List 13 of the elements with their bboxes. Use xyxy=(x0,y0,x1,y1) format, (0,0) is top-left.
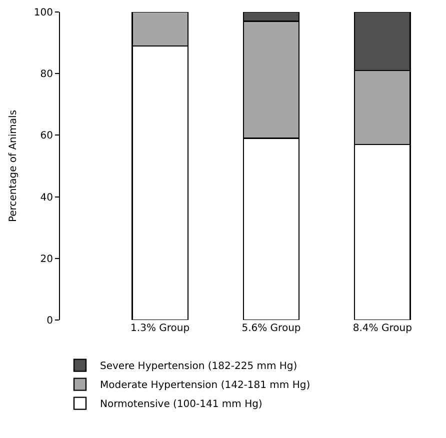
y-tick-label: 80 xyxy=(40,69,53,80)
legend-label: Normotensive (100-141 mm Hg) xyxy=(100,399,262,410)
x-tick-label: 5.6% Group xyxy=(242,323,301,334)
y-tick-label: 100 xyxy=(34,8,53,18)
y-tick-label: 60 xyxy=(40,130,53,142)
legend-label: Moderate Hypertension (142-181 mm Hg) xyxy=(100,380,310,392)
x-tick-label: 1.3% Group xyxy=(130,323,190,334)
x-tick-label: 8.4% Group xyxy=(352,323,412,334)
y-axis-title: Percentage of Animals xyxy=(8,110,19,222)
y-tick-label: 40 xyxy=(40,192,53,204)
y-tick-label: 20 xyxy=(40,254,53,265)
y-tick-label: 0 xyxy=(46,316,53,326)
legend-label: Severe Hypertension (182-225 mm Hg) xyxy=(100,361,298,372)
